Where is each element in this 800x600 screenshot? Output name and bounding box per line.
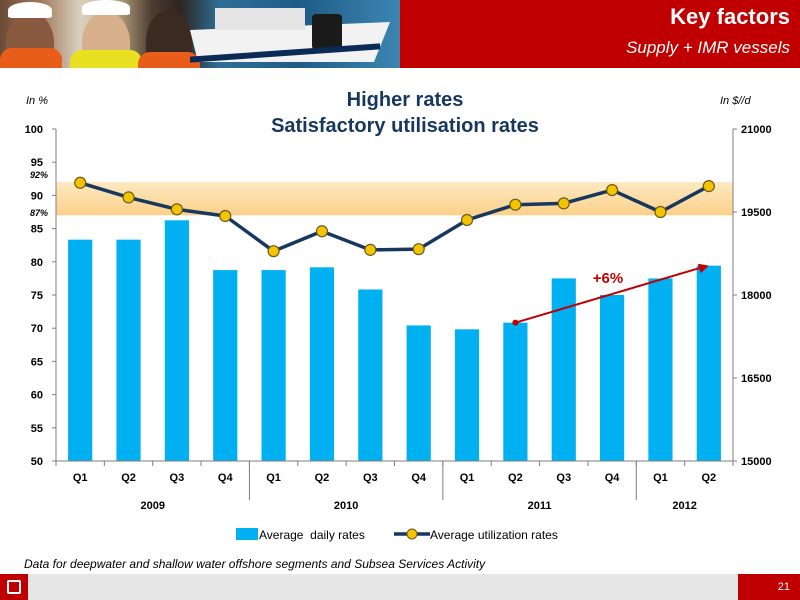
chart-subtitle: Satisfactory utilisation rates [271,115,539,137]
utilization-point-1 [74,176,87,189]
left-tick-label-50: 50 [31,456,43,468]
utilization-point-12 [606,183,619,197]
footer-bar [0,574,800,600]
daily-rate-bar-14 [696,265,721,461]
page-number: 21 [738,574,800,600]
left-tick-label-85: 85 [31,224,43,236]
daily-rate-bar-13 [648,278,673,461]
category-label-1: Q1 [73,472,88,484]
growth-annotation: +6% [593,270,623,287]
left-tick-label-100: 100 [25,124,43,136]
category-label-9: Q1 [460,472,475,484]
left-tick-label-65: 65 [31,356,43,368]
utilization-point-2 [122,191,135,204]
category-label-7: Q3 [363,472,378,484]
daily-rate-bar-10 [503,322,528,461]
category-label-10: Q2 [508,472,523,484]
utilization-point-8 [412,243,425,256]
utilization-point-6 [315,225,329,238]
left-tick-label-60: 60 [31,390,43,402]
ship-deck [215,8,305,30]
utilization-point-7 [364,243,377,256]
daily-rate-bar-2 [116,239,141,461]
utilization-point-11 [557,197,570,210]
left-tick-label-75: 75 [31,290,43,302]
header-bar: Key factors Supply + IMR vessels [0,0,800,68]
utilization-point-14 [702,180,715,193]
daily-rate-bar-4 [213,270,238,461]
category-label-8: Q4 [411,472,427,484]
growth-arrow-head [697,263,709,274]
left-tick-label-55: 55 [31,423,43,435]
year-label-2009: 2009 [140,500,164,512]
daily-rate-bar-12 [600,295,625,461]
year-label-2012: 2012 [672,500,696,512]
daily-rate-bar-1 [68,239,93,461]
chart-title: Higher rates [347,89,464,111]
daily-rate-bar-6 [309,267,335,461]
category-label-6: Q2 [315,472,330,484]
utilization-line [79,181,710,253]
legend-swatch-bars [236,528,258,540]
growth-arrow-start [512,319,519,326]
legend-label-line: Average utilization rates [430,528,558,542]
category-label-4: Q4 [218,472,234,484]
daily-rate-bar-3 [164,220,189,461]
page-title: Key factors [670,4,790,29]
worker-2-helmet [82,0,130,15]
year-label-2010: 2010 [334,500,358,512]
growth-arrow-line [515,266,702,324]
worker-3-vest [138,52,200,68]
band-label-upper: 92% [30,170,48,180]
worker-2-vest [70,50,142,68]
footer-logo [0,574,28,600]
header-photo [0,0,400,68]
utilization-point-4 [219,209,232,223]
category-label-3: Q3 [170,472,185,484]
band-label-lower: 87% [30,208,48,218]
category-label-14: Q2 [701,472,716,484]
year-label-2011: 2011 [528,500,552,512]
worker-1-helmet [8,2,52,18]
utilization-point-3 [170,203,183,216]
daily-rate-bar-7 [358,289,383,461]
utilization-point-9 [460,213,474,227]
daily-rate-bar-8 [406,325,431,461]
category-label-12: Q4 [605,472,621,484]
right-axis-label: In $//d [720,95,751,107]
left-tick-label-95: 95 [31,157,43,169]
utilization-point-13 [654,205,667,219]
category-label-11: Q3 [556,472,571,484]
left-tick-label-90: 90 [31,190,43,202]
footnote: Data for deepwater and shallow water off… [24,557,486,571]
utilization-point-5 [267,245,280,258]
right-tick-label-15000: 15000 [741,456,772,468]
legend-label-bars: Average daily rates [259,528,365,542]
daily-rate-bar-9 [454,329,480,461]
logo-mark [7,580,21,594]
daily-rate-bar-5 [261,270,286,461]
right-tick-label-16500: 16500 [741,373,772,385]
category-label-13: Q1 [653,472,668,484]
left-axis-label: In % [26,95,48,107]
page-subtitle: Supply + IMR vessels [626,38,790,57]
utilization-point-10 [509,198,522,211]
category-label-2: Q2 [121,472,136,484]
ship-logo [312,14,342,50]
category-label-5: Q1 [266,472,281,484]
utilization-target-band [56,182,733,216]
worker-1-vest [0,48,62,68]
right-tick-label-19500: 19500 [741,207,772,219]
right-tick-label-18000: 18000 [741,290,772,302]
left-tick-label-70: 70 [31,323,43,335]
legend-swatch-marker [406,528,418,540]
chart: Higher rates Satisfactory utilisation ra… [25,89,772,542]
left-tick-label-80: 80 [31,257,43,269]
right-tick-label-21000: 21000 [741,124,772,136]
